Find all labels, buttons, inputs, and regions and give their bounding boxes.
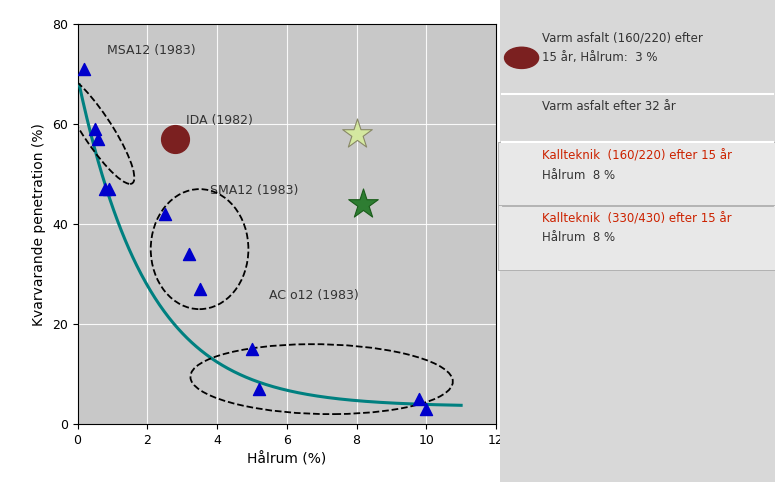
Y-axis label: Kvarvarande penetration (%): Kvarvarande penetration (%): [33, 123, 46, 325]
Text: Hålrum  8 %: Hålrum 8 %: [542, 169, 615, 182]
Point: [514, 108, 526, 116]
Point: [183, 250, 195, 258]
Point: [514, 167, 526, 175]
Point: [88, 125, 101, 133]
Text: AC o12 (1983): AC o12 (1983): [270, 289, 359, 302]
X-axis label: Hålrum (%): Hålrum (%): [247, 453, 326, 467]
Text: SMA12 (1983): SMA12 (1983): [210, 184, 298, 197]
Point: [102, 185, 115, 193]
Text: Kallteknik  (330/430) efter 15 år: Kallteknik (330/430) efter 15 år: [542, 212, 732, 225]
Point: [99, 185, 112, 193]
Point: [514, 230, 526, 238]
Text: IDA (1982): IDA (1982): [186, 114, 253, 127]
Point: [357, 201, 370, 208]
Text: Varm asfalt efter 32 år: Varm asfalt efter 32 år: [542, 100, 677, 113]
Point: [253, 385, 265, 393]
Point: [92, 135, 105, 143]
Text: Hålrum  8 %: Hålrum 8 %: [542, 231, 615, 244]
Point: [246, 345, 258, 353]
Point: [413, 395, 425, 403]
Point: [158, 210, 170, 218]
Text: Kallteknik  (160/220) efter 15 år: Kallteknik (160/220) efter 15 år: [542, 149, 732, 162]
Point: [78, 65, 91, 73]
Point: [169, 135, 181, 143]
Text: MSA12 (1983): MSA12 (1983): [107, 44, 196, 57]
Text: Varm asfalt (160/220) efter: Varm asfalt (160/220) efter: [542, 31, 704, 44]
Point: [350, 130, 363, 138]
Point: [194, 285, 206, 293]
Point: [420, 405, 432, 413]
Text: 15 år, Hålrum:  3 %: 15 år, Hålrum: 3 %: [542, 51, 658, 64]
